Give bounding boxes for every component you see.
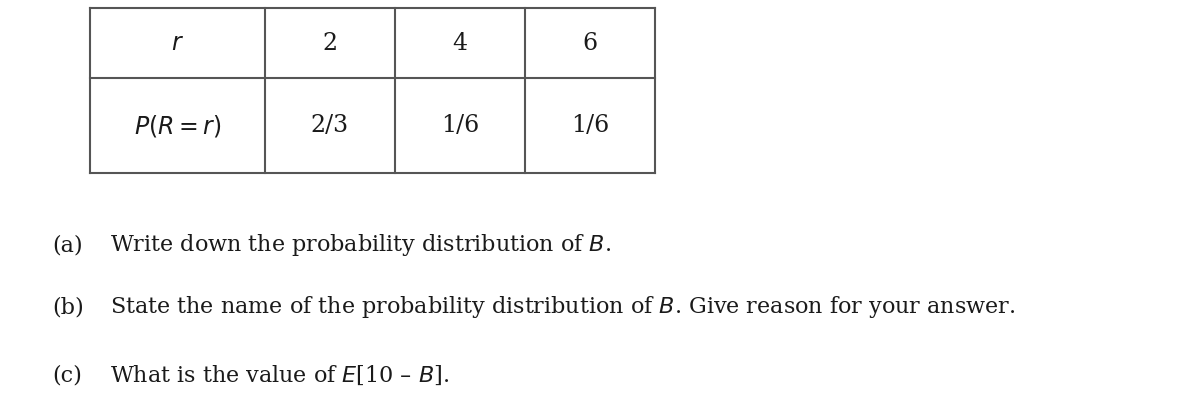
Text: $\mathit{r}$: $\mathit{r}$	[172, 32, 184, 54]
Text: Write down the probability distribution of $\mathit{B}$.: Write down the probability distribution …	[110, 232, 611, 258]
Text: What is the value of $\mathit{E}$[10 – $\mathit{B}$].: What is the value of $\mathit{E}$[10 – $…	[110, 364, 449, 387]
Text: 6: 6	[582, 32, 598, 54]
Text: (c): (c)	[52, 364, 82, 386]
Text: State the name of the probability distribution of $\mathit{B}$. Give reason for : State the name of the probability distri…	[110, 294, 1015, 320]
Text: 1/6: 1/6	[571, 114, 610, 137]
Text: 4: 4	[452, 32, 468, 54]
Text: 2/3: 2/3	[311, 114, 349, 137]
Text: $\mathit{P}(\mathbf{\mathit{R}} = \mathit{r})$: $\mathit{P}(\mathbf{\mathit{R}} = \mathi…	[133, 112, 221, 139]
Text: 1/6: 1/6	[440, 114, 479, 137]
Text: (a): (a)	[52, 234, 83, 256]
Text: 2: 2	[323, 32, 337, 54]
Text: (b): (b)	[52, 296, 84, 318]
